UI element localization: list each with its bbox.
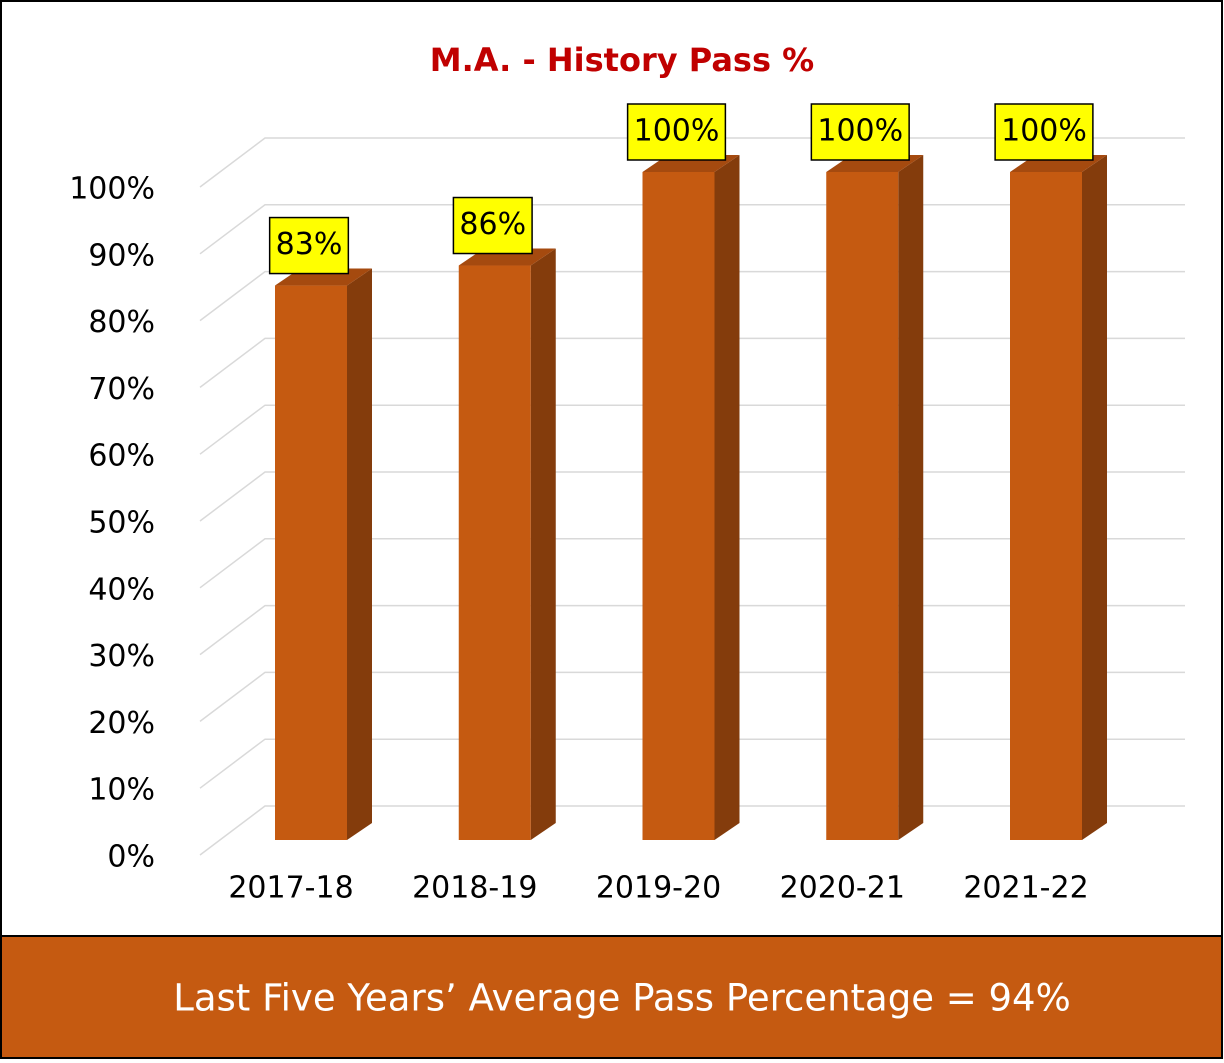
y-tick-label: 100% (69, 172, 155, 207)
bar (826, 172, 899, 840)
bar (458, 265, 531, 840)
data-label: 86% (459, 207, 526, 242)
bar-side (530, 248, 556, 840)
bar (1010, 172, 1082, 840)
y-tick-label: 60% (88, 439, 155, 474)
y-tick-label: 0% (107, 840, 155, 875)
bar-side (347, 268, 372, 840)
y-tick-label: 90% (88, 238, 155, 273)
x-tick-label: 2021-22 (963, 871, 1088, 906)
y-tick-label: 10% (88, 773, 155, 808)
y-tick-label: 70% (88, 372, 155, 407)
data-label-box (994, 103, 1094, 161)
y-tick-label: 80% (88, 305, 155, 340)
y-tick-label: 20% (88, 706, 155, 741)
bar (642, 172, 715, 840)
x-tick-label: 2018-19 (412, 871, 537, 906)
chart-title: M.A. - History Pass % (430, 41, 814, 79)
data-label-box (810, 103, 910, 161)
bar-side (1082, 155, 1107, 840)
data-label-box (626, 103, 727, 161)
bar (275, 285, 347, 840)
bar-side (898, 155, 924, 840)
data-label-box (452, 196, 533, 255)
data-label: 100% (634, 114, 720, 149)
data-label: 100% (1001, 114, 1087, 149)
x-tick-label: 2017-18 (228, 871, 353, 906)
bar-side (714, 155, 740, 840)
data-label: 100% (817, 114, 903, 149)
data-label-box (268, 216, 350, 275)
x-tick-label: 2019-20 (596, 871, 721, 906)
y-tick-label: 30% (88, 639, 155, 674)
x-tick-label: 2020-21 (780, 871, 905, 906)
y-tick-label: 50% (88, 506, 155, 541)
footer-box (0, 935, 1223, 1059)
footer-text: Last Five Years’ Average Pass Percentage… (173, 977, 1071, 1020)
data-label: 83% (276, 227, 343, 262)
y-tick-label: 40% (88, 572, 155, 607)
